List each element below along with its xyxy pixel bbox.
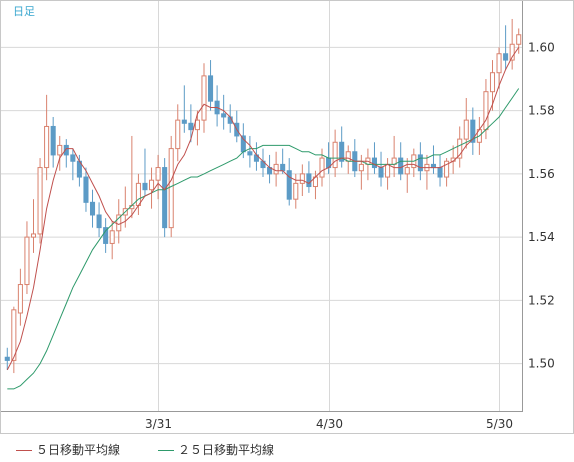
- candle-up: [457, 138, 463, 159]
- candle-down: [89, 201, 96, 216]
- x-tick-label: 3/31: [145, 417, 172, 431]
- legend-ma25-label: ２５日移動平均線: [178, 443, 275, 457]
- candle-down: [83, 176, 89, 203]
- candle-up: [116, 214, 122, 232]
- ma25-line: [7, 88, 520, 390]
- candle-down: [378, 167, 384, 178]
- legend-item-ma25: ２５日移動平均線: [158, 441, 274, 458]
- candle-down: [430, 163, 437, 169]
- candle-up: [299, 173, 305, 184]
- candle-up: [489, 72, 496, 93]
- legend-item-ma5: ５日移動平均線: [16, 441, 120, 458]
- candle-up: [345, 151, 351, 162]
- candle-up: [444, 160, 450, 178]
- candle-down: [188, 122, 194, 131]
- y-tick-label: 1.58: [528, 104, 555, 118]
- candle-up: [404, 167, 410, 175]
- candle-up: [109, 230, 115, 244]
- candle-down: [371, 157, 378, 169]
- candle-down: [221, 113, 227, 118]
- candle-down: [417, 154, 423, 172]
- candle-down: [398, 157, 404, 175]
- x-tick-label: 4/30: [316, 417, 343, 431]
- candle-up: [332, 141, 338, 169]
- candle-down: [306, 173, 312, 188]
- candle-down: [142, 182, 148, 191]
- chart-border: [0, 0, 574, 434]
- candle-up: [175, 119, 181, 150]
- candle-up: [148, 179, 155, 191]
- ma25-swatch: [158, 450, 174, 451]
- candle-up: [273, 163, 279, 175]
- candle-up: [385, 163, 391, 178]
- candle-up: [463, 119, 469, 140]
- candle-down: [4, 356, 10, 361]
- candle-up: [30, 233, 37, 238]
- candle-down: [503, 53, 509, 61]
- candle-up: [37, 167, 43, 235]
- candle-up: [194, 119, 200, 131]
- candle-up: [293, 182, 299, 200]
- candle-down: [96, 214, 102, 229]
- candle-down: [339, 141, 345, 162]
- candle-up: [496, 53, 502, 74]
- candle-down: [63, 144, 69, 156]
- y-tick-label: 1.56: [528, 167, 555, 181]
- y-tick-label: 1.50: [528, 357, 555, 371]
- candle-up: [516, 34, 522, 45]
- candle-down: [280, 163, 286, 172]
- legend-ma5-label: ５日移動平均線: [36, 443, 121, 457]
- y-tick-label: 1.52: [528, 293, 555, 307]
- ma5-swatch: [16, 450, 32, 451]
- period-label: 日足: [13, 5, 35, 18]
- candle-up: [135, 182, 141, 207]
- candle-up: [155, 167, 161, 181]
- x-tick-label: 5/30: [486, 417, 513, 431]
- candle-up: [201, 75, 207, 121]
- y-tick-label: 1.54: [528, 230, 555, 244]
- candle-down: [286, 170, 292, 200]
- candle-up: [57, 144, 63, 156]
- candle-down: [70, 154, 76, 162]
- candle-up: [44, 125, 50, 169]
- candle-down: [437, 167, 443, 178]
- candle-down: [208, 75, 214, 102]
- candle-down: [181, 119, 187, 124]
- candle-down: [470, 119, 476, 143]
- candle-up: [11, 309, 17, 361]
- candlestick-chart: 1.50 1.52 1.54 1.56 1.58 1.60 3/31 4/30 5/30: [0, 0, 574, 434]
- candle-up: [319, 157, 325, 178]
- candle-down: [50, 125, 56, 156]
- candle-up: [509, 43, 515, 61]
- candle-up: [168, 148, 174, 229]
- candle-up: [483, 91, 489, 131]
- ma5-line: [6, 47, 520, 371]
- candle-down: [162, 167, 168, 229]
- candle-up: [358, 163, 364, 172]
- candle-up: [24, 236, 30, 286]
- y-tick-label: 1.60: [528, 40, 555, 54]
- plot-frame: [0, 0, 523, 412]
- candle-up: [17, 284, 23, 314]
- candle-down: [247, 151, 253, 156]
- candle-down: [103, 227, 109, 244]
- legend: ５日移動平均線 ２５日移動平均線: [0, 434, 574, 462]
